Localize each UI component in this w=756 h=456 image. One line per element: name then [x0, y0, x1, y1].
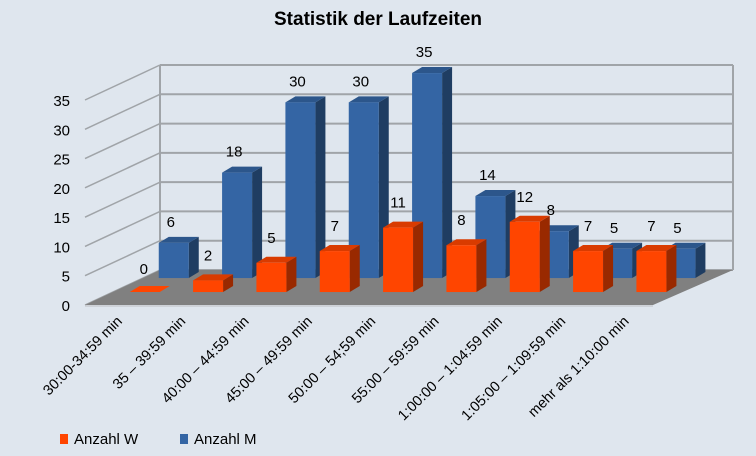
bar-front [636, 251, 667, 293]
bar-top [475, 190, 516, 197]
bar-anzahl-w [446, 239, 487, 293]
data-label: 5 [610, 220, 618, 237]
bar-side [666, 245, 677, 293]
bar-front [256, 262, 287, 293]
bar-anzahl-w [573, 245, 614, 293]
y-tick-label: 0 [62, 298, 70, 315]
bar-front [446, 245, 477, 293]
side-gridline [84, 152, 161, 189]
y-tick-label: 10 [53, 239, 70, 256]
bar-side [539, 215, 550, 293]
bar-front [222, 172, 253, 279]
data-label: 7 [647, 218, 655, 235]
bar-side [223, 274, 234, 293]
chart-title: Statistik der Laufzeiten [274, 9, 482, 30]
bar-top [573, 245, 614, 252]
bar-anzahl-w [256, 256, 297, 293]
side-gridline [84, 93, 161, 130]
x-tick-label: 30:00-34:59 min [40, 314, 125, 399]
bar-top [446, 239, 487, 246]
side-gridline [84, 210, 161, 248]
bar-flat [129, 286, 170, 293]
bar-front [193, 280, 224, 293]
side-gridline [84, 181, 161, 218]
data-label: 30 [289, 73, 306, 90]
bar-front [573, 251, 604, 293]
bar-top [412, 67, 453, 74]
y-tick-label: 35 [53, 93, 70, 110]
bar-top [383, 221, 424, 228]
legend-swatch [60, 434, 68, 444]
y-tick-label: 5 [62, 269, 70, 286]
bar-anzahl-w [193, 274, 234, 293]
x-tick-label: 1:00:00 – 1:04:59 min [395, 314, 506, 425]
bar-anzahl-w [383, 221, 424, 293]
bar-anzahl-m [158, 236, 199, 279]
data-label: 7 [331, 218, 339, 235]
bar-top [348, 96, 389, 103]
y-tick-label: 20 [53, 181, 70, 198]
data-label: 35 [416, 44, 433, 61]
y-tick-label: 30 [53, 122, 70, 139]
side-gridline [84, 240, 161, 277]
bar-side [413, 221, 424, 293]
side-gridline [84, 122, 161, 160]
bar-top [256, 256, 297, 263]
x-tick-label: 1:05:00 – 1:09:59 min [459, 314, 570, 425]
bar-anzahl-w [129, 286, 170, 293]
bar-anzahl-m [285, 96, 326, 279]
bar-front [285, 102, 316, 279]
data-label: 0 [140, 261, 148, 278]
bar-side [286, 256, 297, 293]
bar-top [193, 274, 234, 281]
bar-top [285, 96, 326, 103]
data-label: 2 [204, 247, 212, 264]
data-label: 7 [584, 218, 592, 235]
data-label: 6 [167, 214, 175, 231]
data-label: 14 [479, 167, 496, 184]
bar-side [603, 245, 614, 293]
data-label: 8 [457, 212, 465, 229]
bar-top [158, 236, 199, 243]
bar-anzahl-w [319, 245, 360, 293]
bar-anzahl-w [636, 245, 677, 293]
bar-front [383, 227, 414, 293]
legend-label: Anzahl M [194, 431, 257, 448]
bar-side [349, 245, 360, 293]
bar-front [319, 251, 350, 293]
y-tick-label: 25 [53, 152, 70, 169]
legend-swatch [180, 434, 188, 444]
bar-side [252, 166, 263, 279]
bar-top [636, 245, 677, 252]
y-tick-label: 15 [53, 210, 70, 227]
bar-side [442, 67, 453, 279]
bar-side [476, 239, 487, 293]
bar-anzahl-w [509, 215, 550, 293]
bar-top [509, 215, 550, 222]
data-label: 5 [267, 230, 275, 247]
bar-top [222, 166, 263, 173]
bar-front [509, 221, 540, 293]
bar-side [188, 236, 199, 279]
side-gridline [84, 64, 161, 101]
bar-side [695, 242, 706, 279]
bar-top [319, 245, 360, 252]
data-label: 12 [516, 189, 533, 206]
legend-label: Anzahl W [74, 431, 139, 448]
bar-anzahl-m [222, 166, 263, 279]
data-label: 5 [673, 220, 681, 237]
data-label: 8 [547, 202, 555, 219]
bar-side [315, 96, 326, 279]
data-label: 30 [352, 73, 369, 90]
bar-front [158, 242, 189, 279]
data-label: 18 [226, 144, 243, 161]
data-label: 11 [390, 195, 406, 212]
